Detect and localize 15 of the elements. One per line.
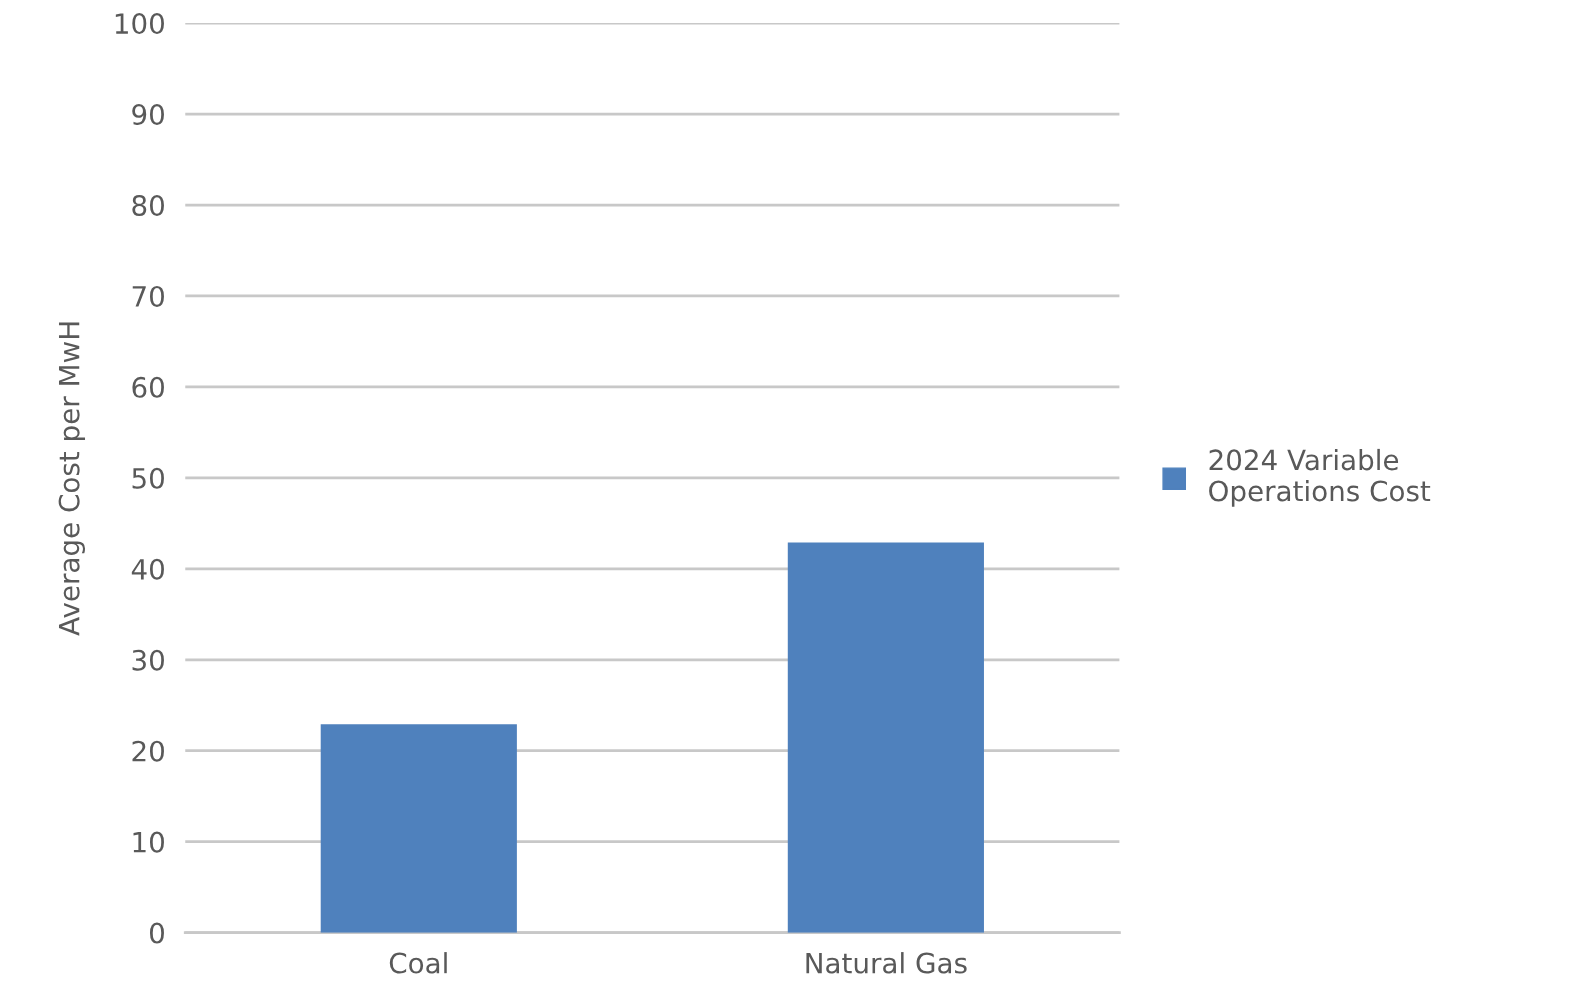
y-tick-label: 20 bbox=[132, 740, 164, 762]
y-tick-label: 60 bbox=[132, 376, 164, 398]
y-tick-label: 100 bbox=[115, 13, 164, 35]
y-tick-label: 80 bbox=[132, 194, 164, 216]
legend-label: 2024 Variable Operations Cost bbox=[1209, 448, 1431, 507]
y-tick-label: 70 bbox=[132, 285, 164, 307]
y-tick-label: 10 bbox=[133, 831, 164, 853]
y-tick-label: 90 bbox=[132, 104, 164, 126]
y-tick-label: 0 bbox=[149, 922, 164, 944]
x-tick-label: Natural Gas bbox=[806, 952, 967, 974]
y-tick-label: 30 bbox=[132, 649, 164, 671]
y-axis-title: Average Cost per MwH bbox=[58, 322, 86, 636]
y-tick-label: 40 bbox=[131, 558, 164, 580]
x-tick-label: Coal bbox=[389, 952, 447, 974]
y-tick-label: 50 bbox=[132, 467, 164, 489]
